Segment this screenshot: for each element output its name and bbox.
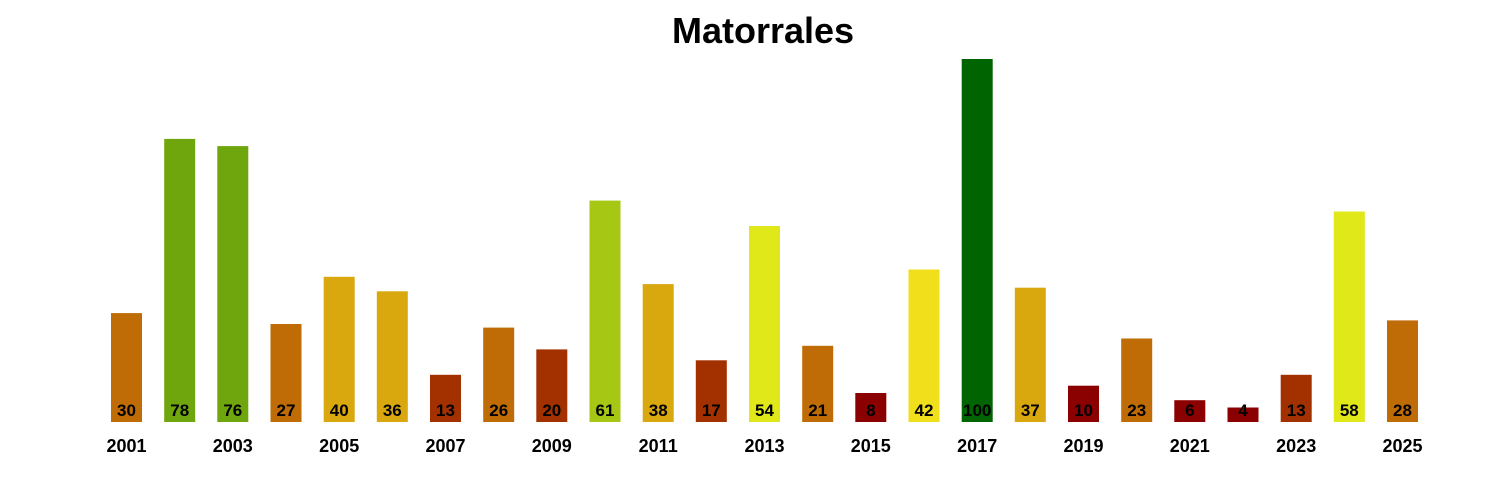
value-label-2011: 38 <box>649 401 668 420</box>
value-label-2012: 17 <box>702 401 721 420</box>
bar-2023 <box>1280 374 1312 422</box>
value-label-2003: 76 <box>223 401 242 420</box>
value-labels-layer: 30 78 76 27 40 36 13 26 20 61 38 17 54 21 8 42 100 37 10 23… <box>117 401 1412 420</box>
x-tick-label-2013: 2013 <box>744 436 784 456</box>
x-tick-label-2007: 2007 <box>425 436 465 456</box>
bar-2020 <box>1121 338 1153 422</box>
bar-2015 <box>855 393 887 422</box>
bar-2017 <box>961 59 993 422</box>
value-label-2022: 4 <box>1238 401 1248 420</box>
bar-2009 <box>536 349 568 422</box>
bar-2021 <box>1174 400 1206 422</box>
bar-2003 <box>217 146 249 422</box>
x-tick-label-2015: 2015 <box>851 436 891 456</box>
bar-2018 <box>1014 287 1046 422</box>
bar-2007 <box>430 374 461 422</box>
x-tick-label-2025: 2025 <box>1382 436 1422 456</box>
bar-2025 <box>1387 320 1418 422</box>
value-label-2023: 13 <box>1287 401 1306 420</box>
x-tick-label-2021: 2021 <box>1170 436 1210 456</box>
x-tick-label-2003: 2003 <box>213 436 253 456</box>
x-tick-label-2023: 2023 <box>1276 436 1316 456</box>
bar-2010 <box>589 200 621 422</box>
value-label-2014: 21 <box>808 401 827 420</box>
bar-2014 <box>802 345 834 422</box>
x-tick-label-2019: 2019 <box>1063 436 1103 456</box>
x-tick-label-2001: 2001 <box>106 436 146 456</box>
bar-2012 <box>695 360 727 422</box>
value-label-2010: 61 <box>596 401 615 420</box>
x-axis-tick-labels: 2001 2003 2005 2007 2009 2011 2013 2015 2017 2019… <box>106 436 1422 456</box>
value-label-2006: 36 <box>383 401 402 420</box>
bar-2008 <box>483 327 515 422</box>
value-label-2001: 30 <box>117 401 136 420</box>
bar-2019 <box>1068 385 1099 422</box>
x-tick-label-2009: 2009 <box>532 436 572 456</box>
value-label-2024: 58 <box>1340 401 1359 420</box>
value-label-2018: 37 <box>1021 401 1040 420</box>
value-label-2009: 20 <box>542 401 561 420</box>
value-label-2005: 40 <box>330 401 349 420</box>
value-label-2007: 13 <box>436 401 455 420</box>
value-label-2019: 10 <box>1074 401 1093 420</box>
bar-2002 <box>164 138 196 422</box>
value-label-2025: 28 <box>1393 401 1412 420</box>
bar-2016 <box>908 269 940 422</box>
bar-2001 <box>111 313 142 422</box>
bar-2004 <box>270 324 302 422</box>
bar-2022 <box>1227 407 1259 422</box>
value-label-2020: 23 <box>1127 401 1146 420</box>
value-label-2015: 8 <box>866 401 875 420</box>
value-label-2004: 27 <box>277 401 296 420</box>
bar-2005 <box>323 276 355 422</box>
value-label-2021: 6 <box>1185 401 1194 420</box>
x-tick-label-2017: 2017 <box>957 436 997 456</box>
value-label-2013: 54 <box>755 401 774 420</box>
value-label-2017: 100 <box>963 401 991 420</box>
bar-2024 <box>1333 211 1365 422</box>
bar-2006 <box>376 291 408 422</box>
chart-title: Matorrales <box>671 10 855 51</box>
value-label-2002: 78 <box>170 401 189 420</box>
bar-2013 <box>749 226 780 422</box>
x-tick-label-2005: 2005 <box>319 436 359 456</box>
x-tick-label-2011: 2011 <box>639 436 678 456</box>
value-label-2016: 42 <box>915 401 934 420</box>
bars-layer <box>111 59 1418 422</box>
bar-2011 <box>642 284 674 422</box>
value-label-2008: 26 <box>489 401 508 420</box>
